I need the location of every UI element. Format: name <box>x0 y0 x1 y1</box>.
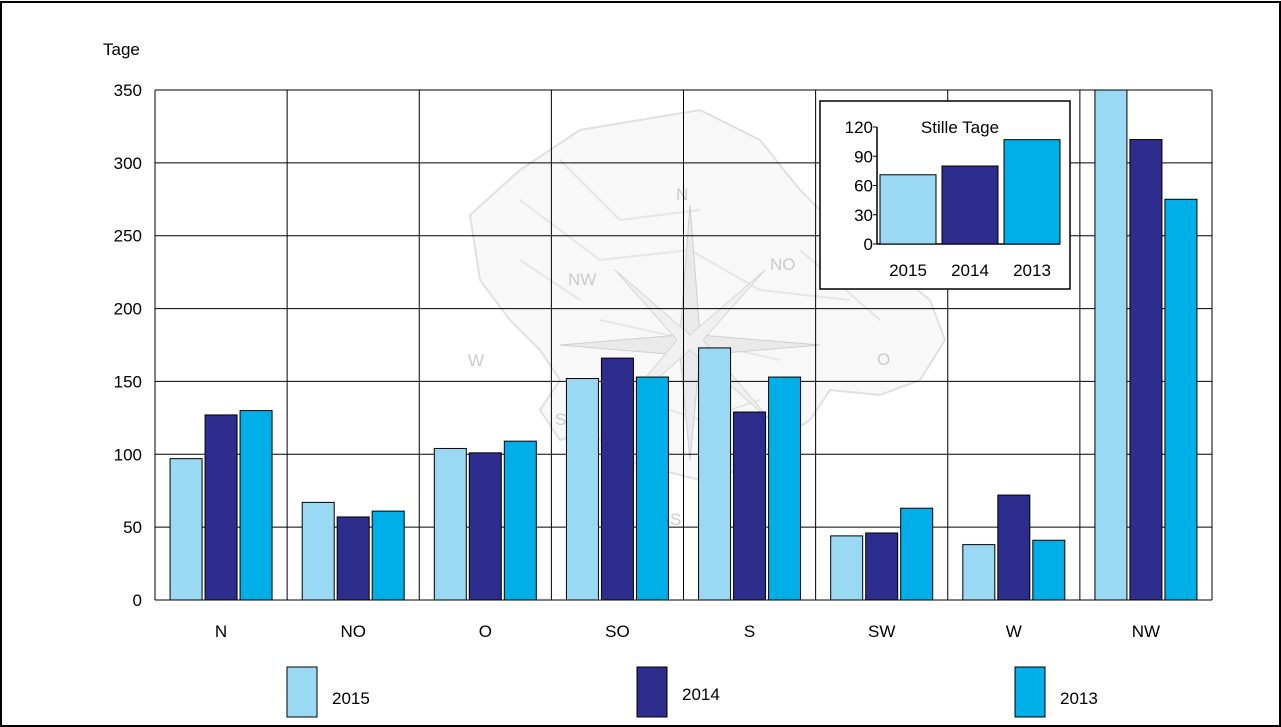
inset-y-tick-label: 30 <box>854 206 873 225</box>
inset-bar-2015 <box>879 174 937 245</box>
bar-so-2015 <box>565 378 599 601</box>
bar-sw-2014 <box>865 532 899 601</box>
bar-no-2014 <box>336 516 370 601</box>
x-axis: N NO O SO S SW W NW <box>215 622 1160 641</box>
inset-y-tick-label: 90 <box>854 147 873 166</box>
bar-no-2013 <box>371 510 405 601</box>
y-axis: 0 50 100 150 200 250 300 350 <box>114 81 142 610</box>
bar-so-2013 <box>635 376 669 601</box>
x-tick-label: O <box>479 622 492 641</box>
y-tick-label: 200 <box>114 300 142 319</box>
legend-label-2015: 2015 <box>332 689 370 708</box>
x-tick-label: N <box>215 622 227 641</box>
bar-nw-2015 <box>1094 89 1128 601</box>
bar-w-2013 <box>1032 539 1066 601</box>
legend-label-2013: 2013 <box>1060 689 1098 708</box>
bar-o-2015 <box>433 447 467 601</box>
background-label-nw: NW <box>568 270 596 289</box>
bar-w-2015 <box>962 544 996 601</box>
legend-swatch-2014 <box>636 666 668 718</box>
x-tick-label: SO <box>605 622 630 641</box>
x-tick-label: SW <box>868 622 895 641</box>
y-tick-label: 50 <box>123 518 142 537</box>
legend: 2015 2014 2013 <box>286 666 1098 718</box>
y-tick-label: 350 <box>114 81 142 100</box>
bar-sw-2013 <box>900 507 934 601</box>
background-label-w: W <box>468 351 484 370</box>
inset-y-tick-label: 60 <box>854 177 873 196</box>
background-label-s: S <box>670 510 681 529</box>
inset-x-tick-label: 2015 <box>889 261 927 280</box>
inset-bar-2013 <box>1003 139 1061 245</box>
bar-o-2013 <box>503 440 537 601</box>
inset-y-tick-label: 120 <box>845 118 873 137</box>
bars-layer <box>169 89 1198 601</box>
y-tick-label: 0 <box>133 591 142 610</box>
legend-swatch-2013 <box>1014 666 1046 718</box>
bar-w-2014 <box>997 494 1031 601</box>
bar-nw-2013 <box>1164 198 1198 601</box>
inset-bar-2014 <box>941 165 999 245</box>
background-label-n: N <box>676 185 688 204</box>
inset-title: Stille Tage <box>921 118 999 137</box>
inset-x-tick-label: 2014 <box>951 261 989 280</box>
background-label-no: NO <box>770 255 796 274</box>
inset-y-tick-label: 0 <box>864 235 873 254</box>
x-tick-label: NO <box>340 622 366 641</box>
inset-x-tick-label: 2013 <box>1013 261 1051 280</box>
bar-so-2014 <box>600 357 634 601</box>
bar-s-2014 <box>733 411 767 601</box>
background-label-o: O <box>877 350 890 369</box>
bar-n-2015 <box>169 458 203 601</box>
bar-s-2013 <box>768 376 802 601</box>
x-tick-label: S <box>744 622 755 641</box>
x-tick-label: NW <box>1132 622 1160 641</box>
y-tick-label: 250 <box>114 227 142 246</box>
legend-swatch-2015 <box>286 666 318 718</box>
legend-label-2014: 2014 <box>682 685 720 704</box>
bar-no-2015 <box>301 501 335 601</box>
bar-n-2013 <box>239 410 273 601</box>
bar-s-2015 <box>698 347 732 601</box>
x-tick-label: W <box>1006 622 1022 641</box>
y-tick-label: 100 <box>114 445 142 464</box>
compass-star <box>559 204 821 461</box>
bar-o-2014 <box>468 452 502 601</box>
y-tick-label: 300 <box>114 154 142 173</box>
bar-nw-2014 <box>1129 139 1163 601</box>
y-tick-label: 150 <box>114 372 142 391</box>
bar-n-2014 <box>204 414 238 601</box>
bar-sw-2015 <box>830 535 864 601</box>
inset-chart: Stille Tage 0 30 60 90 120 2015 2014 2013 <box>819 100 1071 290</box>
y-axis-label: Tage <box>103 40 140 59</box>
